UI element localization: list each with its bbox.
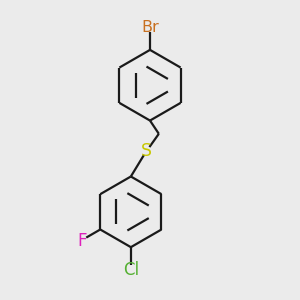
Text: Cl: Cl xyxy=(123,261,139,279)
Text: Br: Br xyxy=(141,20,159,35)
Text: S: S xyxy=(141,142,152,160)
Text: F: F xyxy=(77,232,87,250)
